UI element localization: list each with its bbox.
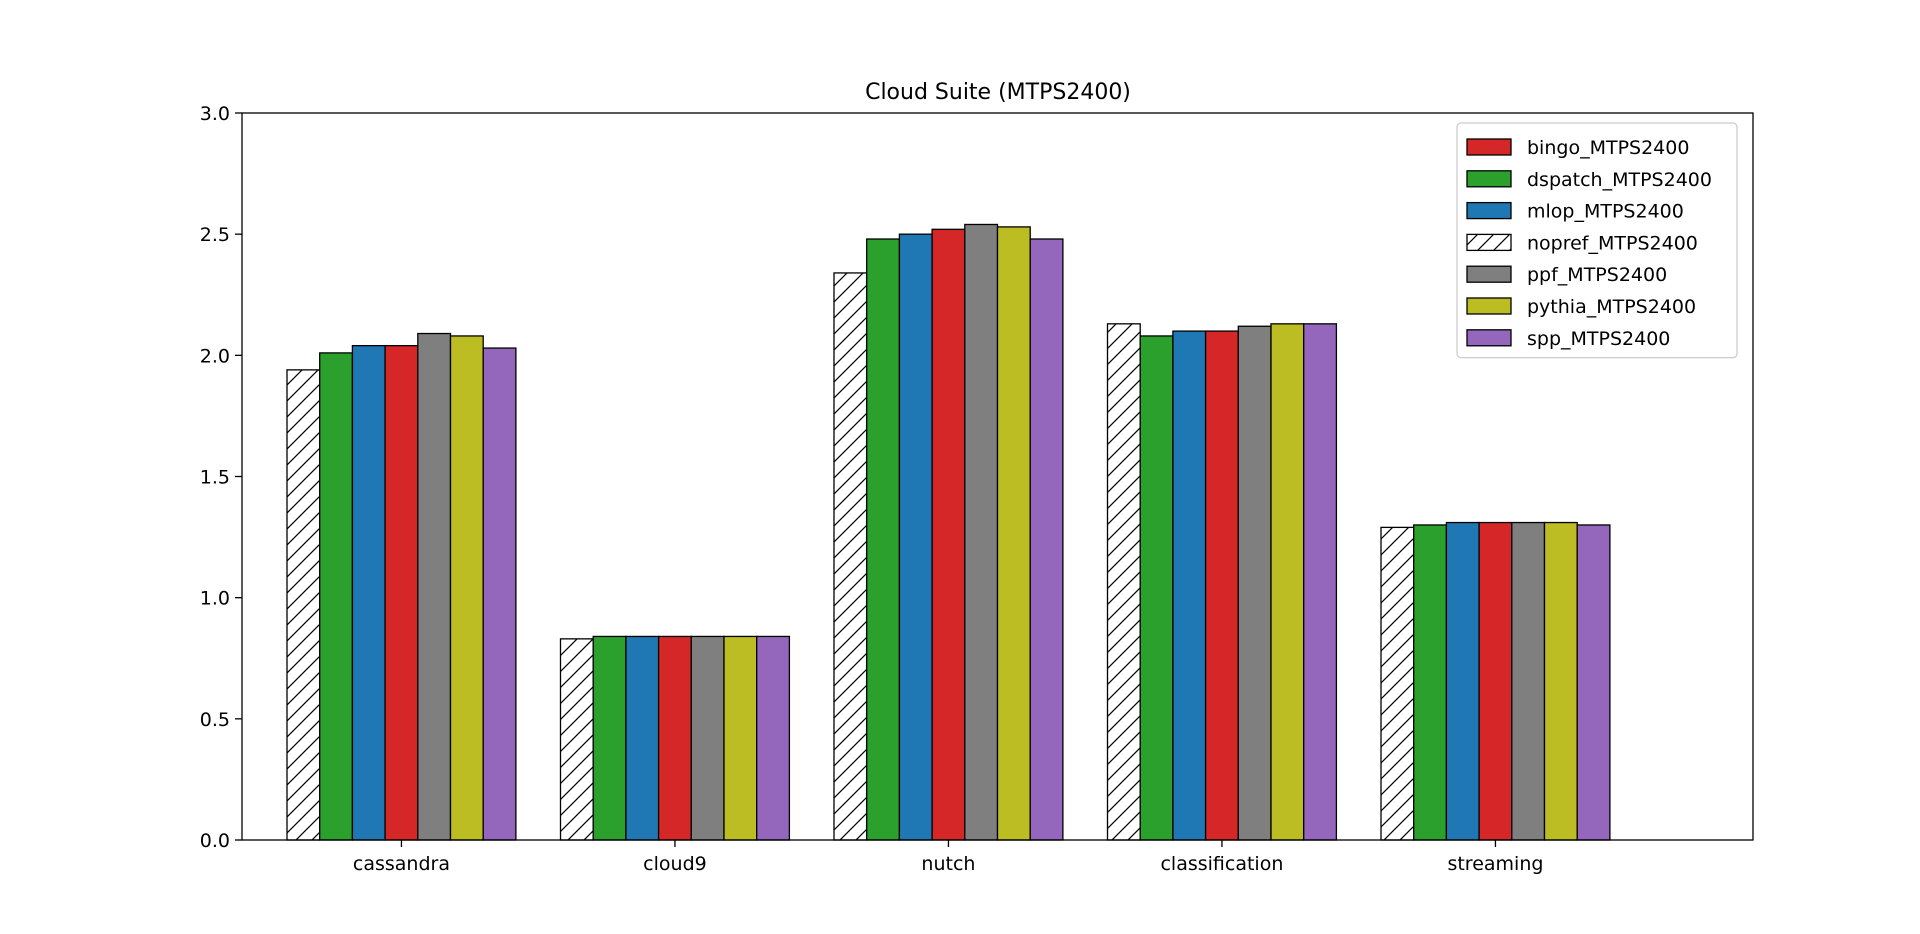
bar-dspatch_MTPS2400-classification xyxy=(1139,335,1174,841)
y-tick-label: 0.5 xyxy=(200,709,230,731)
bar-ppf_MTPS2400-streaming xyxy=(1511,521,1546,841)
bar-nopref_MTPS2400-cloud9 xyxy=(559,638,594,841)
legend-swatch-ppf_MTPS2400 xyxy=(1466,265,1512,283)
bar-nopref_MTPS2400-cassandra xyxy=(286,369,321,841)
bar-pythia_MTPS2400-classification xyxy=(1270,323,1305,841)
x-tick-label: cloud9 xyxy=(643,853,707,875)
legend-label: bingo_MTPS2400 xyxy=(1527,137,1689,159)
bars-group xyxy=(286,223,1611,841)
bar-bingo_MTPS2400-cassandra xyxy=(384,344,419,841)
bar-ppf_MTPS2400-cassandra xyxy=(417,332,452,841)
legend-label: nopref_MTPS2400 xyxy=(1527,232,1698,254)
bar-spp_MTPS2400-cloud9 xyxy=(756,635,791,841)
legend-label: pythia_MTPS2400 xyxy=(1527,296,1696,318)
y-tick-label: 3.0 xyxy=(200,103,230,125)
y-tick-label: 2.0 xyxy=(200,345,230,367)
legend-swatch-spp_MTPS2400 xyxy=(1466,329,1512,347)
bar-dspatch_MTPS2400-nutch xyxy=(866,238,901,841)
x-tick-label: streaming xyxy=(1447,853,1543,875)
bar-pythia_MTPS2400-cassandra xyxy=(449,335,484,841)
bar-pythia_MTPS2400-nutch xyxy=(996,226,1031,841)
bar-bingo_MTPS2400-nutch xyxy=(931,228,966,841)
legend-swatch-dspatch_MTPS2400 xyxy=(1466,170,1512,188)
bar-mlop_MTPS2400-streaming xyxy=(1445,521,1480,841)
bar-mlop_MTPS2400-cloud9 xyxy=(625,635,660,841)
bar-bingo_MTPS2400-streaming xyxy=(1478,521,1513,841)
bar-nopref_MTPS2400-streaming xyxy=(1380,526,1415,841)
bar-bingo_MTPS2400-classification xyxy=(1204,330,1239,841)
legend: bingo_MTPS2400 dspatch_MTPS2400 mlop_MTPS2… xyxy=(1456,122,1738,359)
legend-swatch-pythia_MTPS2400 xyxy=(1466,297,1512,315)
legend-swatch-mlop_MTPS2400 xyxy=(1466,201,1512,220)
legend-swatch-nopref_MTPS2400 xyxy=(1466,233,1512,252)
bar-dspatch_MTPS2400-cloud9 xyxy=(592,635,627,841)
legend-label: dspatch_MTPS2400 xyxy=(1527,169,1712,191)
bar-ppf_MTPS2400-cloud9 xyxy=(690,635,725,841)
bar-nopref_MTPS2400-classification xyxy=(1106,323,1141,841)
x-axis: cassandra cloud9 nutch classification stream… xyxy=(353,840,1543,875)
legend-label: spp_MTPS2400 xyxy=(1527,328,1670,350)
bar-ppf_MTPS2400-classification xyxy=(1237,325,1272,841)
bar-nopref_MTPS2400-nutch xyxy=(833,272,868,841)
bar-bingo_MTPS2400-cloud9 xyxy=(657,635,692,841)
bar-ppf_MTPS2400-nutch xyxy=(964,223,999,841)
bar-spp_MTPS2400-cassandra xyxy=(482,347,517,841)
bar-mlop_MTPS2400-classification xyxy=(1172,330,1207,841)
legend-label: mlop_MTPS2400 xyxy=(1527,201,1684,223)
x-tick-label: nutch xyxy=(921,853,975,875)
y-tick-label: 1.0 xyxy=(200,588,230,610)
bar-dspatch_MTPS2400-streaming xyxy=(1413,524,1448,841)
bar-dspatch_MTPS2400-cassandra xyxy=(319,352,354,841)
bar-spp_MTPS2400-classification xyxy=(1303,323,1338,841)
y-tick-label: 0.0 xyxy=(200,830,230,852)
x-tick-label: cassandra xyxy=(353,853,450,875)
legend-swatch-bingo_MTPS2400 xyxy=(1466,138,1512,156)
y-axis: 0.0 0.5 1.0 1.5 2.0 2.5 3.0 xyxy=(200,103,242,852)
y-tick-label: 2.5 xyxy=(200,224,230,246)
legend-box xyxy=(1456,122,1738,359)
bar-mlop_MTPS2400-cassandra xyxy=(351,344,386,841)
chart-title: Cloud Suite (MTPS2400) xyxy=(865,80,1131,105)
x-tick-label: classification xyxy=(1160,853,1283,875)
bar-spp_MTPS2400-nutch xyxy=(1029,238,1064,841)
bar-spp_MTPS2400-streaming xyxy=(1576,524,1611,841)
bar-mlop_MTPS2400-nutch xyxy=(898,233,933,841)
bar-pythia_MTPS2400-cloud9 xyxy=(723,635,758,841)
bar-pythia_MTPS2400-streaming xyxy=(1543,521,1578,841)
legend-label: ppf_MTPS2400 xyxy=(1527,264,1667,286)
y-tick-label: 1.5 xyxy=(200,467,230,489)
